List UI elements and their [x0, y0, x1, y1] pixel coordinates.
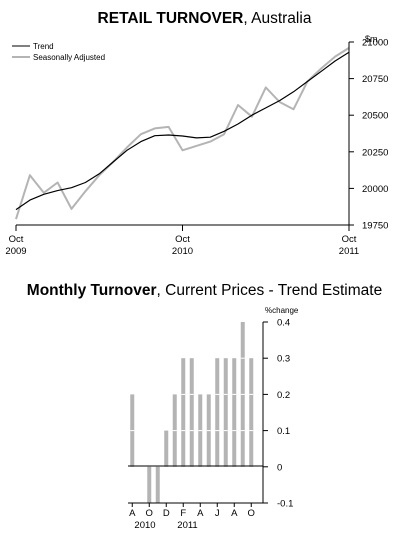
x-tick-label: J [215, 508, 220, 519]
retail-turnover-title: RETAIL TURNOVER, Australia [97, 10, 312, 27]
bar [215, 358, 220, 467]
x-tick-label: A [197, 508, 204, 519]
bar [232, 358, 237, 467]
monthly-turnover-title: Monthly Turnover, Current Prices - Trend… [26, 282, 383, 299]
x-tick-label: O [146, 508, 153, 519]
unit-label: $m [365, 34, 378, 44]
bar [249, 358, 254, 467]
bar [147, 466, 152, 503]
bar [130, 394, 135, 467]
x-year-label: 2010 [134, 520, 155, 531]
y-tick-label: 0.2 [277, 390, 290, 401]
y-tick-label: 20000 [362, 184, 388, 195]
y-tick-label: 0.1 [277, 426, 290, 437]
y-tick-label: 0.3 [277, 354, 290, 365]
x-year-label: 2011 [177, 520, 197, 531]
bar [223, 358, 228, 467]
y-tick-label: 0.4 [277, 318, 290, 329]
bar [155, 466, 160, 503]
y-tick-label: 20250 [362, 147, 388, 158]
legend-trend-label: Trend [33, 42, 54, 51]
x-tick-label: A [129, 508, 136, 519]
x-tick-label: D [163, 508, 170, 519]
bar [189, 358, 194, 467]
x-tick-month: Oct [342, 234, 357, 245]
legend-seasonal-label: Seasonally Adjusted [33, 53, 105, 62]
x-tick-year: 2009 [5, 246, 26, 257]
x-tick-year: 2011 [339, 246, 359, 257]
y-tick-label: -0.1 [277, 499, 293, 510]
y-tick-label: 20750 [362, 74, 388, 85]
bar [164, 430, 169, 467]
x-tick-label: O [248, 508, 255, 519]
bar [240, 322, 245, 467]
trend-series [15, 51, 350, 211]
y-tick-label: 0 [277, 462, 282, 473]
x-tick-label: F [180, 508, 186, 519]
x-tick-year: 2010 [172, 246, 193, 257]
y-tick-label: 20500 [362, 111, 388, 122]
y-tick-label: 19750 [362, 221, 388, 232]
bar [198, 394, 203, 467]
unit-label: %change [265, 306, 299, 315]
y-tick-label: 21000 [362, 38, 388, 49]
bar [172, 394, 177, 467]
x-tick-label: A [231, 508, 238, 519]
bar [181, 358, 186, 467]
bar [206, 394, 211, 467]
x-tick-month: Oct [175, 234, 190, 245]
x-tick-month: Oct [9, 234, 24, 245]
retail-turnover-line-chart: Trend Seasonally Adjusted $m 21000 20750 2… [5, 34, 388, 257]
seasonally-adjusted-series [15, 47, 350, 220]
